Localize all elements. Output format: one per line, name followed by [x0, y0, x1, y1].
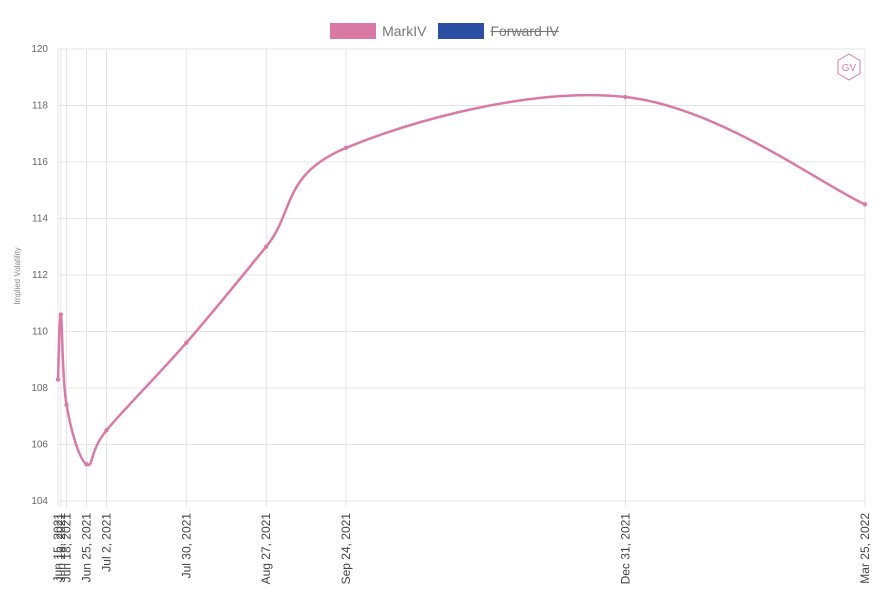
data-point: [58, 312, 64, 317]
x-tick-label: Jul 30, 2021: [179, 513, 193, 579]
legend-swatch-markiv: [330, 23, 377, 39]
series-layer: [55, 93, 868, 467]
x-tick-label: Jul 2, 2021: [99, 513, 113, 572]
legend-item-markiv[interactable]: MarkIV: [330, 23, 426, 39]
data-point: [104, 428, 109, 433]
logo-text: GV: [842, 63, 857, 74]
data-point: [84, 462, 89, 467]
legend-swatch-forward-iv: [438, 23, 485, 39]
data-point: [623, 94, 628, 100]
x-tick-label: Aug 27, 2021: [259, 513, 273, 585]
data-point: [263, 244, 269, 249]
chart-grid: [57, 48, 866, 507]
chart-legend: MarkIV Forward IV: [0, 20, 889, 42]
y-tick-label: 106: [31, 440, 48, 451]
legend-item-forward-iv[interactable]: Forward IV: [438, 23, 559, 39]
legend-label-markiv: MarkIV: [382, 23, 427, 39]
data-point: [55, 377, 61, 382]
y-tick-label: 120: [31, 44, 48, 55]
y-axis-title: Implied Volatility: [13, 247, 22, 304]
x-tick-label: Jun 16, 2021: [54, 513, 68, 583]
y-axis-ticks: 104 106 108 110 112 114 116 118 120: [31, 44, 48, 507]
data-point: [184, 340, 189, 345]
data-point: [64, 402, 69, 408]
x-tick-label: Jun 15, 2021: [51, 513, 65, 583]
x-tick-label: Jun 25, 2021: [80, 513, 94, 583]
y-tick-label: 104: [31, 496, 48, 507]
data-point: [862, 202, 868, 207]
y-tick-label: 114: [32, 214, 48, 225]
x-tick-label: Sep 24, 2021: [339, 513, 353, 585]
y-tick-label: 112: [32, 270, 48, 281]
data-point: [343, 145, 349, 151]
y-tick-label: 110: [32, 327, 48, 338]
x-tick-label: Jun 18, 2021: [60, 513, 74, 583]
y-tick-label: 116: [32, 157, 48, 168]
y-tick-label: 118: [32, 101, 48, 112]
legend-label-forward-iv: Forward IV: [490, 23, 559, 39]
series-line-markiv: [56, 93, 866, 467]
x-tick-label: Dec 31, 2021: [618, 513, 632, 585]
y-tick-label: 108: [31, 383, 48, 394]
gv-logo-icon: GV: [837, 53, 861, 81]
x-tick-label: Mar 25, 2022: [858, 513, 872, 584]
